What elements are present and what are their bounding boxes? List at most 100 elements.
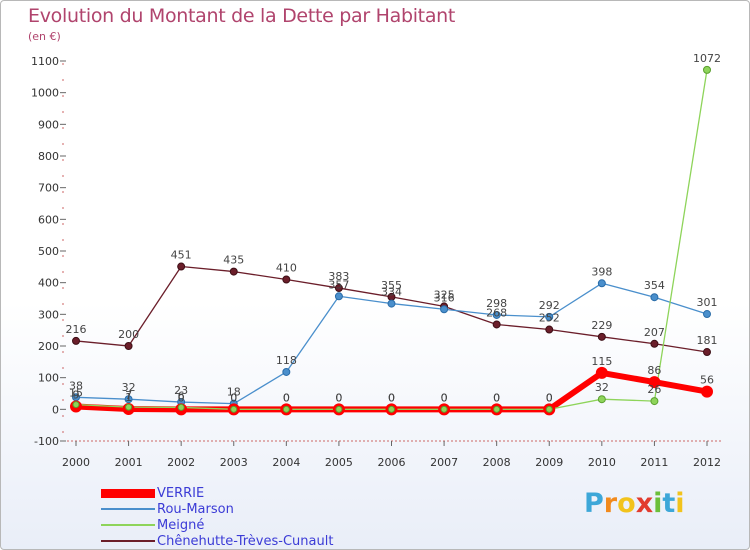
data-label-rou-marson: 316 [434,291,455,304]
point-meigne [230,405,238,413]
x-tick-label: 2008 [483,456,511,469]
proxiti-logo: Proxiti [584,488,685,519]
y-tick-label: 900 [38,118,59,131]
y-tick-label: -100 [34,435,59,448]
x-tick-label: 2006 [378,456,406,469]
logo-letter: x [635,488,654,519]
point-rou-marson [124,395,133,404]
data-label-chenehutte-treves-cunault: 383 [328,270,349,283]
data-label-verrie: 0 [335,391,342,404]
point-chenehutte-treves-cunault [177,262,186,271]
x-tick-label: 2001 [115,456,143,469]
x-tick-label: 2004 [272,456,300,469]
point-chenehutte-treves-cunault [492,320,501,329]
point-chenehutte-treves-cunault [282,275,291,284]
legend-item-verrie: VERRIE [101,485,333,501]
point-meigne [282,405,290,413]
data-label-rou-marson: 298 [486,297,507,310]
point-meigne [125,403,133,411]
data-label-verrie: 0 [441,391,448,404]
point-rou-marson [334,292,343,301]
series-markers [70,65,713,416]
legend-label: Meigné [157,517,205,533]
point-meigne [72,401,80,409]
y-tick-label: 800 [38,150,59,163]
data-label-chenehutte-treves-cunault: 435 [223,254,244,267]
y-tick-label: 0 [52,403,59,416]
data-label-meigne: 0 [546,391,553,404]
data-label-rou-marson: 301 [697,296,718,309]
point-chenehutte-treves-cunault [597,332,606,341]
point-rou-marson [492,310,501,319]
point-meigne [703,65,711,74]
x-tick-label: 2010 [588,456,616,469]
legend: VERRIE Rou-Marson Meigné Chênehutte-Trèves-… [101,485,333,549]
x-tick-label: 2011 [640,456,668,469]
point-meigne [545,405,553,413]
data-label-verrie: 0 [283,391,290,404]
y-tick-label: 1000 [31,87,59,100]
data-label-verrie: 115 [591,355,612,368]
chart-title: Evolution du Montant de la Dette par Hab… [28,5,456,27]
point-rou-marson [650,293,659,302]
y-tick-label: 200 [38,340,59,353]
data-label-verrie: 0 [178,391,185,404]
point-rou-marson [282,367,291,376]
point-chenehutte-treves-cunault [229,267,238,276]
y-tick-label: 1100 [31,55,59,68]
x-tick-label: 2007 [430,456,458,469]
point-chenehutte-treves-cunault [334,284,343,293]
data-label-chenehutte-treves-cunault: 207 [644,326,665,339]
legend-label: VERRIE [157,485,205,501]
point-meigne [650,397,659,406]
data-label-meigne: 26 [647,383,661,396]
data-label-chenehutte-treves-cunault: 216 [66,323,87,336]
data-label-verrie: 9 [73,388,80,401]
data-label-meigne: 0 [493,391,500,404]
point-meigne [597,395,606,404]
logo-letter: o [617,488,636,519]
legend-label: Rou-Marson [157,501,234,517]
data-label-meigne: 0 [230,391,237,404]
axes: -100010020030040050060070080090010001100… [31,55,721,469]
y-tick-label: 400 [38,277,59,290]
point-rou-marson [545,312,554,321]
data-label-chenehutte-treves-cunault: 355 [381,279,402,292]
legend-swatch [101,540,155,542]
data-label-chenehutte-treves-cunault: 252 [539,312,560,325]
x-tick-label: 2003 [220,456,248,469]
point-verrie [648,376,661,389]
data-label-meigne: 0 [335,391,342,404]
data-label-meigne: 0 [388,391,395,404]
point-verrie [701,385,713,398]
legend-label: Chênehutte-Trèves-Cunault [157,533,334,549]
x-tick-label: 2012 [693,456,721,469]
point-meigne [440,405,448,413]
point-chenehutte-treves-cunault [545,325,554,334]
data-label-rou-marson: 357 [328,278,349,291]
point-chenehutte-treves-cunault [72,336,80,345]
data-label-chenehutte-treves-cunault: 200 [118,328,139,341]
data-label-chenehutte-treves-cunault: 325 [434,288,455,301]
data-label-rou-marson: 354 [644,279,665,292]
legend-item-chenehutte-treves-cunault: Chênehutte-Trèves-Cunault [101,533,333,549]
point-rou-marson [597,279,606,288]
logo-letter: t [662,488,676,519]
data-label-rou-marson: 398 [591,265,612,278]
y-tick-label: 600 [38,213,59,226]
data-label-verrie: 0 [388,391,395,404]
logo-letter: i [653,488,663,519]
series-lines [73,69,710,413]
point-rou-marson [440,305,449,314]
x-tick-label: 2009 [535,456,563,469]
logo-letter: i [675,488,685,519]
data-label-meigne: 7 [125,389,132,402]
data-label-verrie: 0 [230,391,237,404]
x-tick-label: 2002 [167,456,195,469]
data-label-chenehutte-treves-cunault: 451 [171,249,192,262]
point-verrie [595,366,608,379]
logo-letter: P [584,488,604,519]
logo-letter: r [603,488,618,519]
data-label-rou-marson: 118 [276,354,297,367]
legend-item-meigne: Meigné [101,517,333,533]
